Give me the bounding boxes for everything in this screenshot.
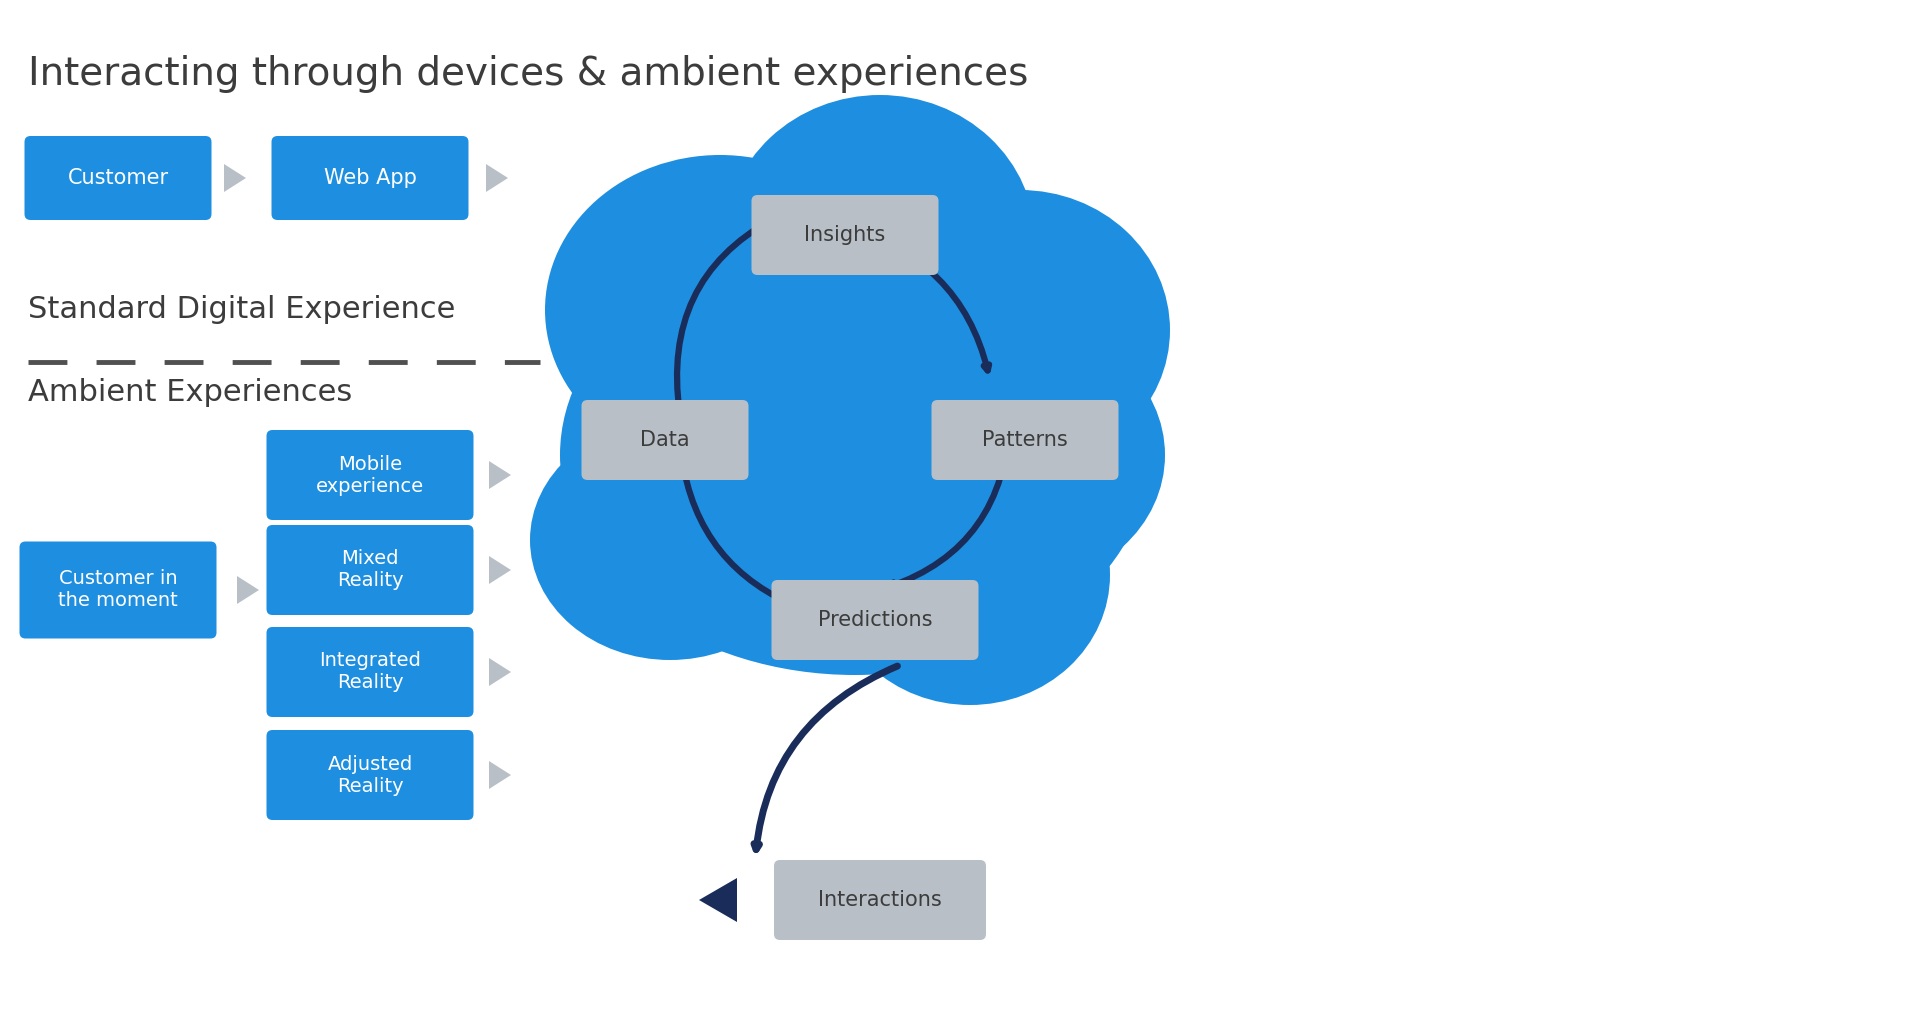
Text: Interactions: Interactions xyxy=(819,890,942,910)
FancyBboxPatch shape xyxy=(752,195,938,275)
FancyBboxPatch shape xyxy=(267,731,474,820)
Polygon shape xyxy=(489,556,510,584)
FancyBboxPatch shape xyxy=(267,525,474,615)
FancyBboxPatch shape xyxy=(932,400,1118,480)
Text: Web App: Web App xyxy=(324,168,416,188)
Ellipse shape xyxy=(875,325,1164,585)
Text: Interacting through devices & ambient experiences: Interacting through devices & ambient ex… xyxy=(29,55,1028,93)
Ellipse shape xyxy=(529,420,809,660)
FancyBboxPatch shape xyxy=(775,860,986,940)
Text: Mobile
experience: Mobile experience xyxy=(316,455,424,496)
Text: Predictions: Predictions xyxy=(817,610,932,630)
Ellipse shape xyxy=(600,325,859,555)
Text: Integrated
Reality: Integrated Reality xyxy=(318,652,420,693)
FancyBboxPatch shape xyxy=(19,542,217,638)
Ellipse shape xyxy=(830,445,1111,705)
Polygon shape xyxy=(489,761,510,789)
Polygon shape xyxy=(489,461,510,489)
Text: Ambient Experiences: Ambient Experiences xyxy=(29,378,353,407)
Text: Patterns: Patterns xyxy=(982,430,1068,450)
Text: Adjusted
Reality: Adjusted Reality xyxy=(328,754,412,795)
Ellipse shape xyxy=(871,190,1170,470)
FancyBboxPatch shape xyxy=(771,580,978,660)
FancyBboxPatch shape xyxy=(581,400,748,480)
Text: Insights: Insights xyxy=(804,225,886,245)
Polygon shape xyxy=(698,878,737,922)
Text: Mixed
Reality: Mixed Reality xyxy=(338,550,403,591)
Ellipse shape xyxy=(545,155,896,465)
Polygon shape xyxy=(485,164,508,192)
Ellipse shape xyxy=(725,95,1036,385)
Text: Customer: Customer xyxy=(67,168,169,188)
FancyBboxPatch shape xyxy=(25,136,211,220)
Polygon shape xyxy=(489,658,510,686)
Text: Data: Data xyxy=(641,430,690,450)
Text: Customer in
the moment: Customer in the moment xyxy=(58,569,178,610)
FancyBboxPatch shape xyxy=(272,136,468,220)
Polygon shape xyxy=(238,576,259,604)
FancyBboxPatch shape xyxy=(267,430,474,520)
Text: Standard Digital Experience: Standard Digital Experience xyxy=(29,295,455,324)
Ellipse shape xyxy=(560,235,1151,675)
Polygon shape xyxy=(224,164,246,192)
FancyBboxPatch shape xyxy=(267,627,474,717)
